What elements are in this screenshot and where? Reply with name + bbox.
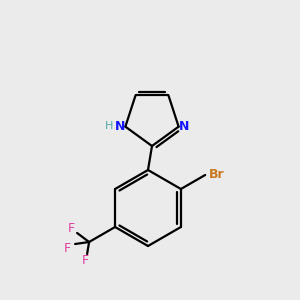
Text: N: N (115, 120, 126, 133)
Text: F: F (82, 254, 89, 266)
Text: Br: Br (209, 169, 225, 182)
Text: N: N (178, 120, 189, 133)
Text: H: H (105, 121, 114, 131)
Text: F: F (64, 242, 71, 254)
Text: F: F (68, 221, 75, 235)
